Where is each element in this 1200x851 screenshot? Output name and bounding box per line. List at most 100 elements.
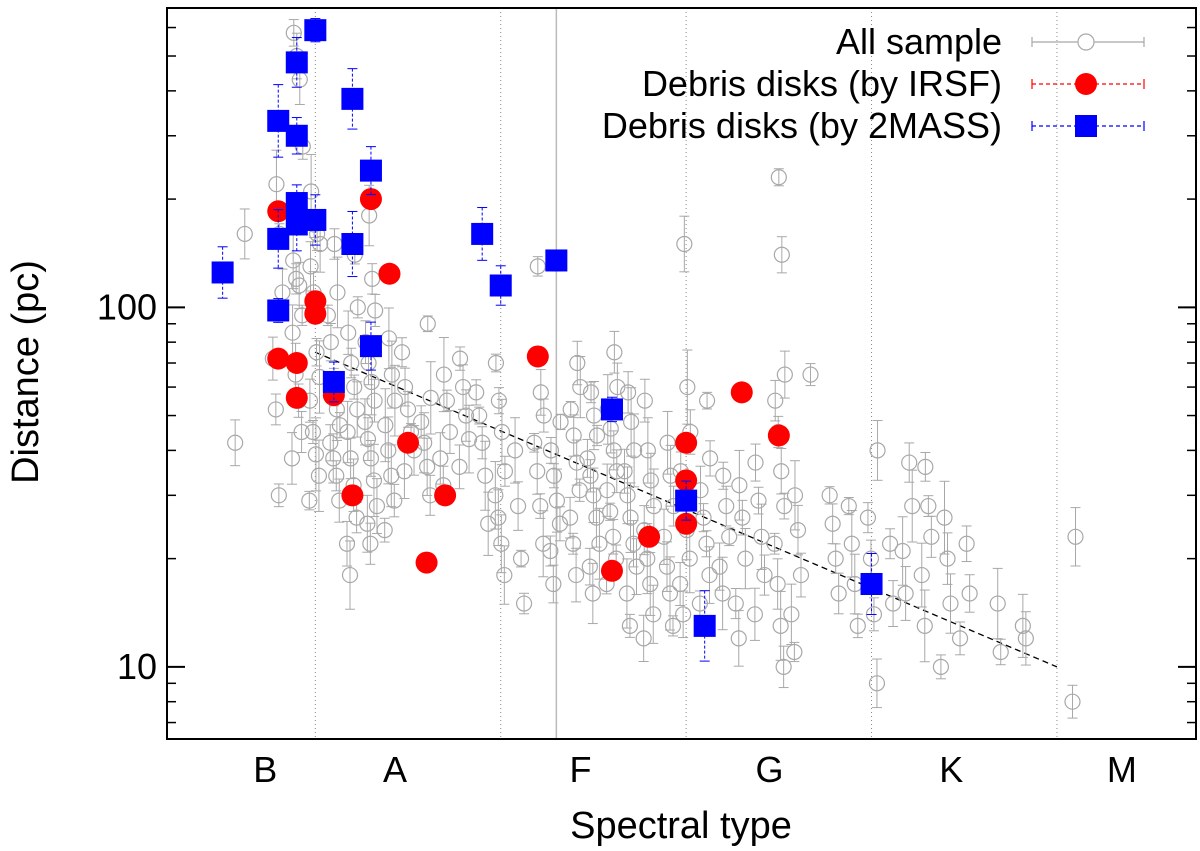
x-tick-label: K bbox=[939, 749, 963, 790]
sample-point bbox=[301, 492, 318, 509]
sample-point bbox=[602, 420, 619, 437]
sample-point bbox=[322, 434, 339, 451]
sample-point bbox=[659, 434, 676, 451]
legend-marker-all_sample bbox=[1077, 33, 1095, 51]
2mass-point bbox=[359, 159, 382, 182]
irsf-point bbox=[675, 469, 698, 492]
sample-point bbox=[776, 366, 793, 383]
sample-point bbox=[701, 566, 718, 584]
x-tick-label: G bbox=[756, 749, 784, 790]
irsf-point bbox=[415, 551, 438, 574]
sample-point bbox=[865, 606, 883, 623]
2mass-point bbox=[285, 213, 308, 236]
sample-point bbox=[599, 482, 616, 499]
sample-point bbox=[564, 535, 582, 552]
sample-point bbox=[512, 550, 530, 567]
sample-point bbox=[532, 384, 549, 401]
sample-point bbox=[1067, 528, 1084, 545]
sample-point bbox=[672, 575, 689, 593]
sample-point bbox=[618, 585, 636, 602]
sample-point bbox=[526, 434, 543, 451]
2mass-point bbox=[600, 398, 623, 421]
sample-point bbox=[346, 378, 363, 396]
sample-point bbox=[339, 423, 356, 441]
sample-point bbox=[737, 550, 754, 567]
sample-point bbox=[545, 467, 563, 484]
irsf-point bbox=[341, 484, 364, 507]
sample-point bbox=[451, 458, 468, 475]
sample-point bbox=[942, 595, 959, 612]
sample-point bbox=[377, 417, 394, 434]
sample-point bbox=[917, 458, 934, 475]
sample-point bbox=[623, 413, 640, 431]
sample-point bbox=[569, 354, 586, 372]
sample-point bbox=[572, 378, 589, 396]
sample-point bbox=[609, 378, 626, 396]
sample-point bbox=[1017, 630, 1034, 647]
x-tick-label: A bbox=[383, 749, 407, 790]
sample-point bbox=[619, 487, 636, 504]
sample-point bbox=[285, 24, 302, 41]
y-tick-label: 10 bbox=[117, 646, 157, 687]
sample-point bbox=[338, 535, 356, 552]
sample-point bbox=[561, 509, 579, 526]
sample-point bbox=[227, 434, 244, 451]
sample-point bbox=[487, 354, 505, 372]
sample-point bbox=[310, 467, 328, 484]
sample-point bbox=[639, 550, 656, 567]
sample-point bbox=[451, 350, 469, 367]
sample-point bbox=[532, 497, 549, 515]
sample-point bbox=[897, 585, 914, 602]
sample-point bbox=[468, 384, 485, 401]
legend-marker-twomass bbox=[1075, 115, 1097, 137]
sample-point bbox=[776, 497, 793, 515]
2mass-point bbox=[267, 109, 290, 132]
sample-point bbox=[362, 450, 380, 467]
sample-point bbox=[349, 299, 366, 316]
irsf-point bbox=[359, 188, 382, 211]
sample-point bbox=[303, 183, 320, 200]
sample-point bbox=[312, 235, 329, 253]
sample-point bbox=[772, 617, 789, 634]
sample-point bbox=[698, 392, 716, 409]
sample-point bbox=[715, 467, 732, 484]
2mass-point bbox=[860, 573, 883, 596]
sample-point bbox=[645, 497, 662, 515]
sample-point bbox=[584, 585, 601, 602]
sample-point bbox=[786, 487, 804, 504]
sample-point bbox=[493, 535, 510, 552]
sample-point bbox=[679, 378, 696, 396]
sample-point bbox=[343, 354, 360, 372]
sample-point bbox=[731, 477, 748, 494]
sample-point bbox=[329, 284, 346, 301]
sample-point bbox=[432, 450, 449, 467]
sample-point bbox=[639, 442, 656, 459]
sample-point bbox=[711, 558, 728, 575]
2mass-point bbox=[304, 208, 327, 231]
y-tick-label: 100 bbox=[97, 286, 157, 327]
sample-point bbox=[992, 643, 1009, 661]
sample-point bbox=[365, 472, 383, 489]
irsf-point bbox=[378, 262, 401, 285]
plot-frame bbox=[166, 7, 1197, 740]
sample-point bbox=[923, 528, 940, 545]
2mass-point bbox=[267, 299, 290, 322]
sample-point bbox=[304, 423, 322, 441]
sample-point bbox=[714, 585, 731, 602]
2mass-point bbox=[693, 614, 716, 637]
sample-point bbox=[862, 550, 880, 567]
sample-point bbox=[681, 550, 698, 567]
sample-point bbox=[565, 427, 582, 444]
sample-point bbox=[422, 389, 439, 406]
sample-point bbox=[552, 413, 569, 431]
sample-point bbox=[718, 497, 735, 515]
sample-point bbox=[359, 515, 376, 532]
irsf-point bbox=[434, 484, 457, 507]
sample-point bbox=[605, 528, 622, 545]
sample-point bbox=[460, 430, 478, 448]
sample-point bbox=[441, 423, 459, 441]
2mass-point bbox=[341, 233, 364, 256]
sample-point bbox=[951, 630, 969, 647]
sample-point bbox=[307, 446, 325, 463]
sample-point bbox=[399, 401, 417, 418]
